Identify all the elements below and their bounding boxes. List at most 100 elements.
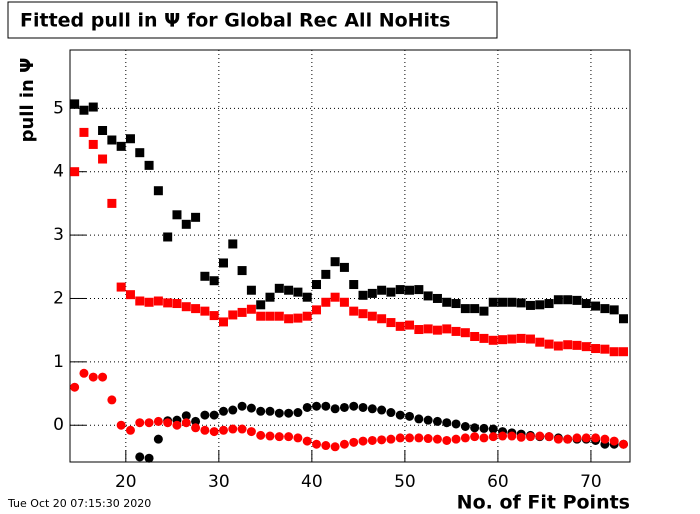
square-marker xyxy=(339,262,349,272)
square-marker xyxy=(293,313,303,323)
circle-marker xyxy=(228,405,238,415)
circle-marker xyxy=(451,434,461,444)
x-tick-label: 60 xyxy=(487,472,509,492)
circle-marker xyxy=(553,434,563,444)
square-marker xyxy=(516,333,526,343)
square-marker xyxy=(265,292,275,302)
circle-marker xyxy=(535,431,545,441)
circle-marker xyxy=(377,405,387,415)
plot-frame xyxy=(69,49,631,463)
square-marker xyxy=(209,311,219,321)
square-marker xyxy=(591,344,601,354)
square-marker xyxy=(470,304,480,314)
circle-marker xyxy=(432,416,442,426)
square-marker xyxy=(498,335,508,345)
square-marker xyxy=(479,306,489,316)
square-marker xyxy=(107,198,117,208)
square-marker xyxy=(181,219,191,229)
circle-marker xyxy=(405,433,415,443)
circle-marker xyxy=(181,418,191,428)
square-marker xyxy=(442,324,452,334)
square-marker xyxy=(163,232,173,242)
circle-marker xyxy=(358,436,368,446)
square-marker xyxy=(284,314,294,324)
timestamp: Tue Oct 20 07:15:30 2020 xyxy=(7,497,151,510)
square-marker xyxy=(70,167,80,177)
circle-marker xyxy=(330,442,340,452)
circle-marker xyxy=(218,425,228,435)
square-marker xyxy=(218,258,228,268)
square-marker xyxy=(572,295,582,305)
square-marker xyxy=(274,283,284,293)
square-marker xyxy=(432,325,442,335)
square-marker xyxy=(88,102,98,112)
square-marker xyxy=(116,141,126,151)
circle-marker xyxy=(470,423,480,433)
square-marker xyxy=(218,317,228,327)
y-tick-label: 2 xyxy=(53,288,64,308)
square-marker xyxy=(581,299,591,309)
square-marker xyxy=(237,307,247,317)
square-marker xyxy=(591,301,601,311)
circle-marker xyxy=(516,432,526,442)
square-marker xyxy=(135,148,145,158)
circle-marker xyxy=(135,452,145,462)
square-marker xyxy=(498,297,508,307)
square-marker xyxy=(349,306,359,316)
title-box xyxy=(7,1,498,39)
square-marker xyxy=(600,304,610,314)
square-marker xyxy=(507,297,517,307)
circle-marker xyxy=(191,423,201,433)
chart-title: Fitted pull in Ψ for Global Rec All NoHi… xyxy=(20,10,450,32)
circle-marker xyxy=(460,422,470,432)
circle-marker xyxy=(116,420,126,430)
circle-marker xyxy=(135,418,145,428)
square-marker xyxy=(544,339,554,349)
circle-marker xyxy=(488,432,498,442)
circle-marker xyxy=(423,415,433,425)
circle-marker xyxy=(209,427,219,437)
square-marker xyxy=(228,310,238,320)
square-marker xyxy=(488,335,498,345)
circle-marker xyxy=(414,414,424,424)
circle-marker xyxy=(339,439,349,449)
square-marker xyxy=(302,311,312,321)
circle-marker xyxy=(153,416,163,426)
circle-marker xyxy=(563,434,573,444)
square-marker xyxy=(488,297,498,307)
square-marker xyxy=(125,134,135,144)
circle-marker xyxy=(442,418,452,428)
square-marker xyxy=(256,311,266,321)
circle-marker xyxy=(274,432,284,442)
circle-marker xyxy=(237,401,247,411)
circle-marker xyxy=(246,403,256,413)
square-marker xyxy=(228,239,238,249)
square-marker xyxy=(98,154,108,164)
y-tick-label: 1 xyxy=(53,352,64,372)
square-marker xyxy=(367,311,377,321)
square-marker xyxy=(507,334,517,344)
y-tick-label: 0 xyxy=(53,415,64,435)
square-marker xyxy=(79,105,89,115)
square-marker xyxy=(470,331,480,341)
square-marker xyxy=(553,295,563,305)
square-marker xyxy=(563,295,573,305)
square-marker xyxy=(367,288,377,298)
x-tick-label: 70 xyxy=(580,472,602,492)
circle-marker xyxy=(377,435,387,445)
x-tick-label: 50 xyxy=(394,472,416,492)
square-marker xyxy=(125,290,135,300)
square-marker xyxy=(144,160,154,170)
square-marker xyxy=(88,139,98,149)
circle-marker xyxy=(181,411,191,421)
y-axis-label: pull in Ψ xyxy=(17,58,38,143)
x-tick-label: 40 xyxy=(301,472,323,492)
square-marker xyxy=(349,280,359,290)
square-marker xyxy=(116,282,126,292)
square-marker xyxy=(181,302,191,312)
square-marker xyxy=(191,304,201,314)
square-marker xyxy=(293,287,303,297)
square-marker xyxy=(535,300,545,310)
square-marker xyxy=(79,127,89,137)
